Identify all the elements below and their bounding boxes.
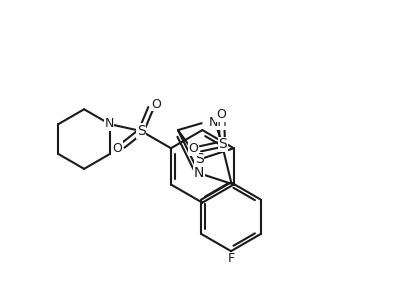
- Text: O: O: [152, 98, 161, 111]
- Text: O: O: [189, 142, 199, 155]
- Text: O: O: [112, 142, 122, 155]
- Text: S: S: [137, 124, 146, 138]
- Text: S: S: [218, 137, 227, 151]
- Text: NH: NH: [208, 116, 227, 129]
- Text: N: N: [105, 117, 114, 130]
- Text: O: O: [217, 108, 226, 121]
- Text: S: S: [195, 152, 204, 166]
- Text: F: F: [228, 252, 235, 265]
- Text: N: N: [194, 166, 205, 180]
